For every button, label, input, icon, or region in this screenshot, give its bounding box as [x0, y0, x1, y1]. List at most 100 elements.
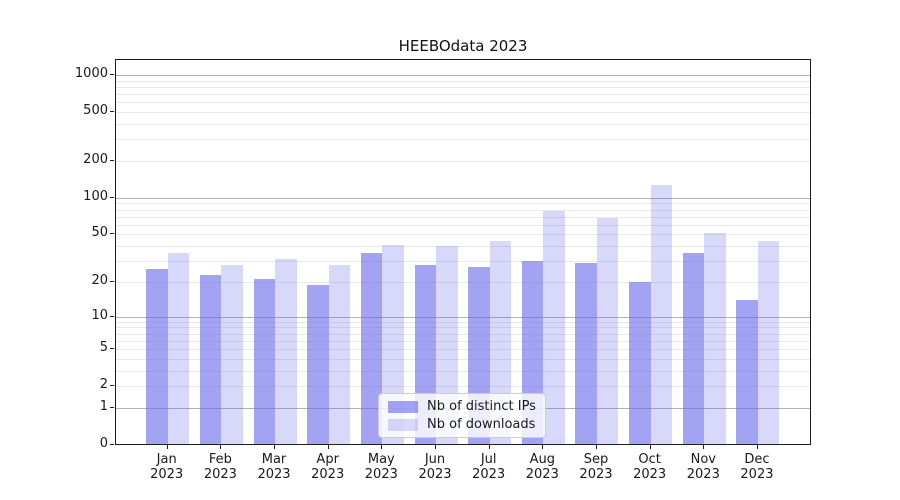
bar-distinct-ips	[253, 279, 276, 444]
y-tick-label: 100	[83, 188, 108, 204]
minor-gridline	[116, 261, 810, 263]
x-tick-mark	[703, 445, 705, 449]
x-tick-year: 2023	[311, 467, 345, 482]
major-gridline	[116, 75, 810, 77]
x-tick-month: Dec	[744, 452, 770, 467]
bar-downloads	[167, 253, 190, 444]
bar-downloads	[275, 259, 297, 444]
legend-swatch-distinct-ips	[388, 400, 418, 413]
y-tick-mark	[110, 406, 114, 408]
x-tick-label: Sep 2023	[556, 452, 636, 482]
x-tick-label: Jan 2023	[127, 452, 207, 482]
bar-downloads	[650, 185, 673, 444]
minor-gridline	[116, 234, 810, 236]
minor-gridline	[116, 94, 810, 96]
y-tick-mark	[110, 233, 114, 235]
x-tick-month: May	[367, 452, 395, 467]
x-tick-mark	[381, 445, 383, 449]
x-tick-label: Jun 2023	[395, 452, 475, 482]
x-tick-label: Mar 2023	[234, 452, 314, 482]
x-tick-label: Jul 2023	[449, 452, 529, 482]
y-tick-label: 5	[99, 340, 108, 356]
legend-row: Nb of downloads	[388, 416, 537, 432]
x-tick-month: Apr	[316, 452, 339, 467]
bar-distinct-ips	[307, 284, 329, 444]
x-tick-month: Nov	[690, 452, 716, 467]
y-tick-mark	[110, 74, 114, 76]
minor-gridline	[116, 209, 810, 211]
minor-gridline	[116, 321, 810, 323]
legend: Nb of distinct IPs Nb of downloads	[378, 393, 546, 438]
minor-gridline	[116, 224, 810, 226]
minor-gridline	[116, 327, 810, 329]
x-tick-mark	[166, 445, 168, 449]
minor-gridline	[116, 386, 810, 388]
x-tick-label: May 2023	[341, 452, 421, 482]
legend-label-downloads: Nb of downloads	[427, 416, 536, 432]
y-tick-mark	[110, 444, 114, 445]
legend-row: Nb of distinct IPs	[388, 399, 537, 414]
x-tick-year: 2023	[257, 467, 291, 482]
x-tick-mark	[435, 445, 436, 449]
y-tick-mark	[110, 196, 114, 198]
x-tick-month: Aug	[529, 452, 555, 467]
major-gridline	[116, 197, 810, 199]
y-tick-label: 2	[99, 377, 108, 393]
bar-distinct-ips	[199, 274, 222, 444]
x-tick-label: Dec 2023	[717, 452, 797, 482]
minor-gridline	[116, 216, 810, 218]
minor-gridline	[116, 370, 810, 372]
minor-gridline	[116, 80, 810, 82]
y-tick-label: 50	[91, 225, 108, 241]
x-tick-label: Nov 2023	[663, 452, 743, 482]
x-tick-month: Feb	[208, 452, 232, 467]
y-tick-mark	[110, 385, 114, 387]
bar-downloads	[757, 241, 780, 444]
minor-gridline	[116, 124, 810, 126]
y-tick-mark	[110, 111, 114, 113]
y-tick-label: 1000	[74, 66, 108, 82]
bar-downloads	[704, 233, 726, 444]
x-tick-month: Sep	[583, 452, 609, 467]
plot-area: Nb of distinct IPs Nb of downloads	[115, 59, 811, 445]
minor-gridline	[116, 358, 810, 360]
y-tick-mark	[110, 348, 114, 350]
x-tick-label: Feb 2023	[180, 452, 260, 482]
x-tick-mark	[756, 445, 758, 449]
x-tick-label: Apr 2023	[288, 452, 368, 482]
x-tick-month: Jun	[424, 452, 446, 467]
minor-gridline	[116, 349, 810, 351]
x-tick-mark	[542, 445, 544, 449]
bar-downloads	[543, 211, 565, 444]
x-tick-year: 2023	[525, 467, 559, 482]
bar-distinct-ips	[575, 262, 597, 444]
x-tick-mark	[488, 445, 490, 449]
minor-gridline	[116, 340, 810, 342]
x-tick-mark	[274, 445, 276, 449]
minor-gridline	[116, 203, 810, 205]
bar-downloads	[221, 264, 243, 444]
minor-gridline	[116, 139, 810, 141]
x-tick-month: Mar	[261, 452, 287, 467]
y-tick-label: 1	[99, 398, 108, 414]
major-gridline	[116, 316, 810, 318]
x-tick-mark	[220, 445, 222, 449]
grid-layer	[116, 60, 810, 444]
x-tick-year: 2023	[203, 467, 237, 482]
y-tick-mark	[110, 315, 114, 317]
y-tick-mark	[110, 160, 114, 162]
x-tick-month: Oct	[638, 452, 661, 467]
x-tick-label: Oct 2023	[610, 452, 690, 482]
x-tick-month: Jul	[480, 452, 497, 467]
x-tick-month: Jan	[156, 452, 177, 467]
y-tick-label: 10	[91, 307, 108, 323]
y-tick-label: 200	[83, 152, 108, 168]
x-tick-mark	[649, 445, 651, 449]
minor-gridline	[116, 112, 810, 114]
bars-layer	[116, 60, 810, 444]
minor-gridline	[116, 161, 810, 163]
bar-distinct-ips	[146, 268, 168, 444]
y-tick-label: 500	[83, 103, 108, 119]
